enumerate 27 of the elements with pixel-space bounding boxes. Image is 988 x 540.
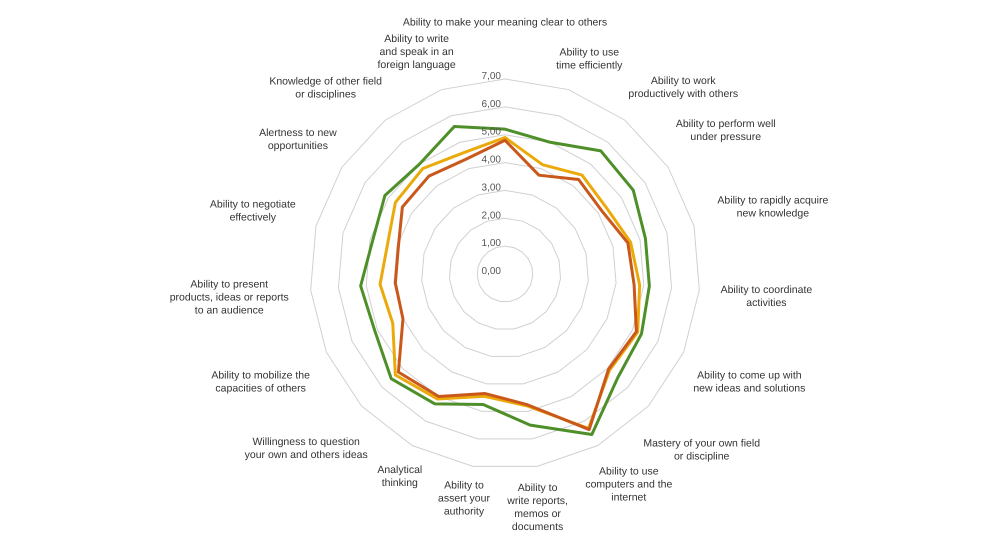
spoke-label: Ability to assert your authority <box>438 480 490 518</box>
spoke-label: Ability to use time efficiently <box>556 46 624 72</box>
spoke-label: Ability to coordinate activities <box>720 284 812 309</box>
spoke-label: Ability to come up with new ideas and solutions <box>693 369 806 394</box>
spoke-label: Analytical thinking <box>377 464 422 490</box>
spoke-label: Ability to mobilize the capacities of others <box>211 369 310 394</box>
y-tick-label: 2,00 <box>482 210 502 222</box>
spoke-label: Mastery of your own field or discipline <box>643 438 760 463</box>
spoke-label: Ability to present products, ideas or reports to an audience <box>170 278 289 316</box>
spoke-label: Willingness to question your own and others ideas <box>244 436 368 461</box>
spoke-label: Ability to make your meaning clear to others <box>402 16 608 28</box>
y-tick-label: 4,00 <box>482 154 502 166</box>
y-tick-label: 7,00 <box>482 71 502 82</box>
y-tick-label: 3,00 <box>482 182 502 194</box>
spoke-label: Ability to perform well under pressure <box>676 118 776 143</box>
spoke-label: Ability to work productively with others <box>628 74 738 100</box>
spoke-label: Ability to negotiate effectively <box>210 198 296 224</box>
spoke-label: Ability to write and speak in an foreign language <box>378 32 456 71</box>
y-tick-label: 1,00 <box>482 238 502 250</box>
spoke-label: Ability to write reports, memos or documents <box>506 482 568 533</box>
spoke-label: Knowledge of other field or disciplines <box>269 76 382 101</box>
y-tick-label: 6,00 <box>482 98 502 110</box>
spoke-label: Ability to use computers and the internet <box>585 466 672 504</box>
y-tick-label: 5,00 <box>482 126 502 138</box>
spoke-label: Alertness to new opportunities <box>259 126 338 152</box>
y-tick-label: 0,00 <box>482 266 502 277</box>
spoke-label: Ability to rapidly acquire new knowledge <box>717 194 828 220</box>
